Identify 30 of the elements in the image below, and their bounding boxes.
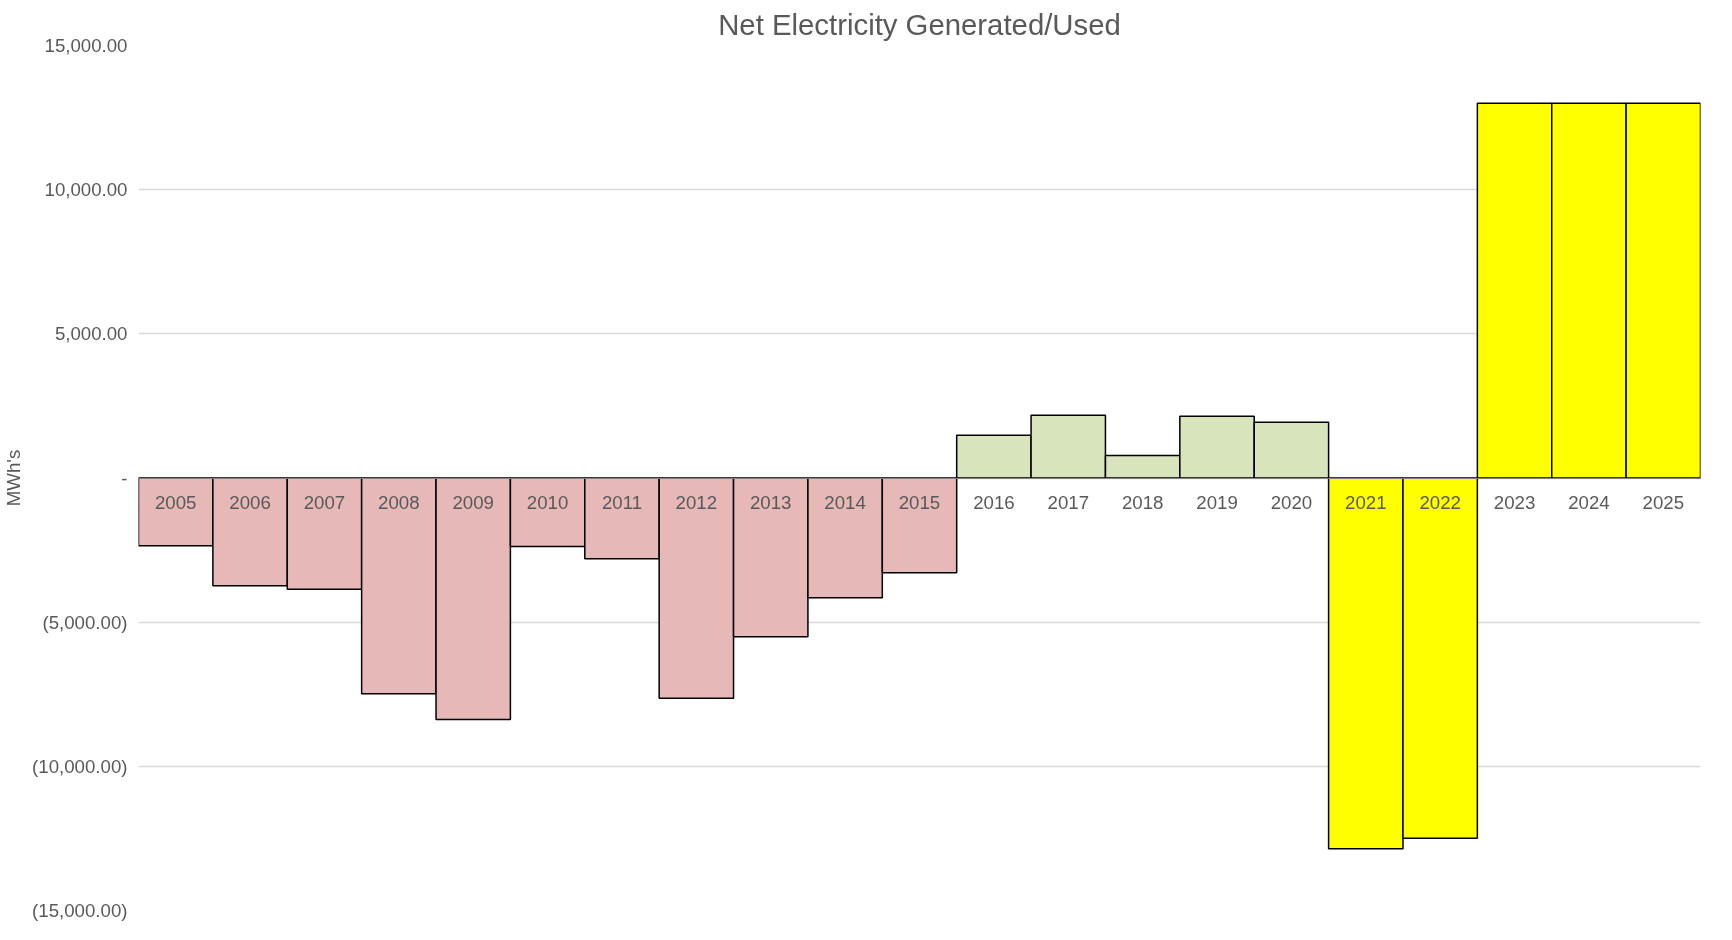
x-tick-label: 2009 xyxy=(452,492,494,513)
x-tick-label: 2012 xyxy=(675,492,718,513)
x-tick-label: 2025 xyxy=(1642,492,1685,513)
y-tick-label: 15,000.00 xyxy=(44,35,128,56)
x-tick-label: 2016 xyxy=(973,492,1015,513)
x-tick-label: 2022 xyxy=(1419,492,1461,513)
x-tick-label: 2019 xyxy=(1196,492,1238,513)
x-tick-label: 2005 xyxy=(154,492,197,513)
y-tick-label: - xyxy=(121,467,128,489)
x-tick-label: 2007 xyxy=(303,492,346,513)
x-tick-label: 2018 xyxy=(1121,492,1164,513)
x-tick-label: 2015 xyxy=(898,492,941,513)
x-tick-label: 2006 xyxy=(229,492,271,513)
x-tick-label: 2020 xyxy=(1270,492,1313,513)
x-tick-label: 2021 xyxy=(1345,492,1387,513)
x-tick-label: 2008 xyxy=(378,492,420,513)
x-tick-label: 2014 xyxy=(824,492,866,513)
y-tick-label: 10,000.00 xyxy=(44,179,128,201)
y-axis-title: MWh's xyxy=(3,449,25,507)
x-tick-label: 2011 xyxy=(601,492,643,513)
x-tick-label: 2017 xyxy=(1047,492,1090,513)
x-tick-label: 2023 xyxy=(1493,492,1536,513)
y-tick-label: (5,000.00) xyxy=(42,611,128,633)
chart-title: Net Electricity Generated/Used xyxy=(718,7,1121,41)
y-tick-label: 5,000.00 xyxy=(54,323,128,345)
x-tick-label: 2013 xyxy=(749,492,792,513)
y-tick-label: (15,000.00) xyxy=(32,900,128,921)
y-tick-label: (10,000.00) xyxy=(32,755,128,777)
x-tick-label: 2010 xyxy=(526,492,569,513)
x-tick-label: 2024 xyxy=(1568,492,1610,513)
